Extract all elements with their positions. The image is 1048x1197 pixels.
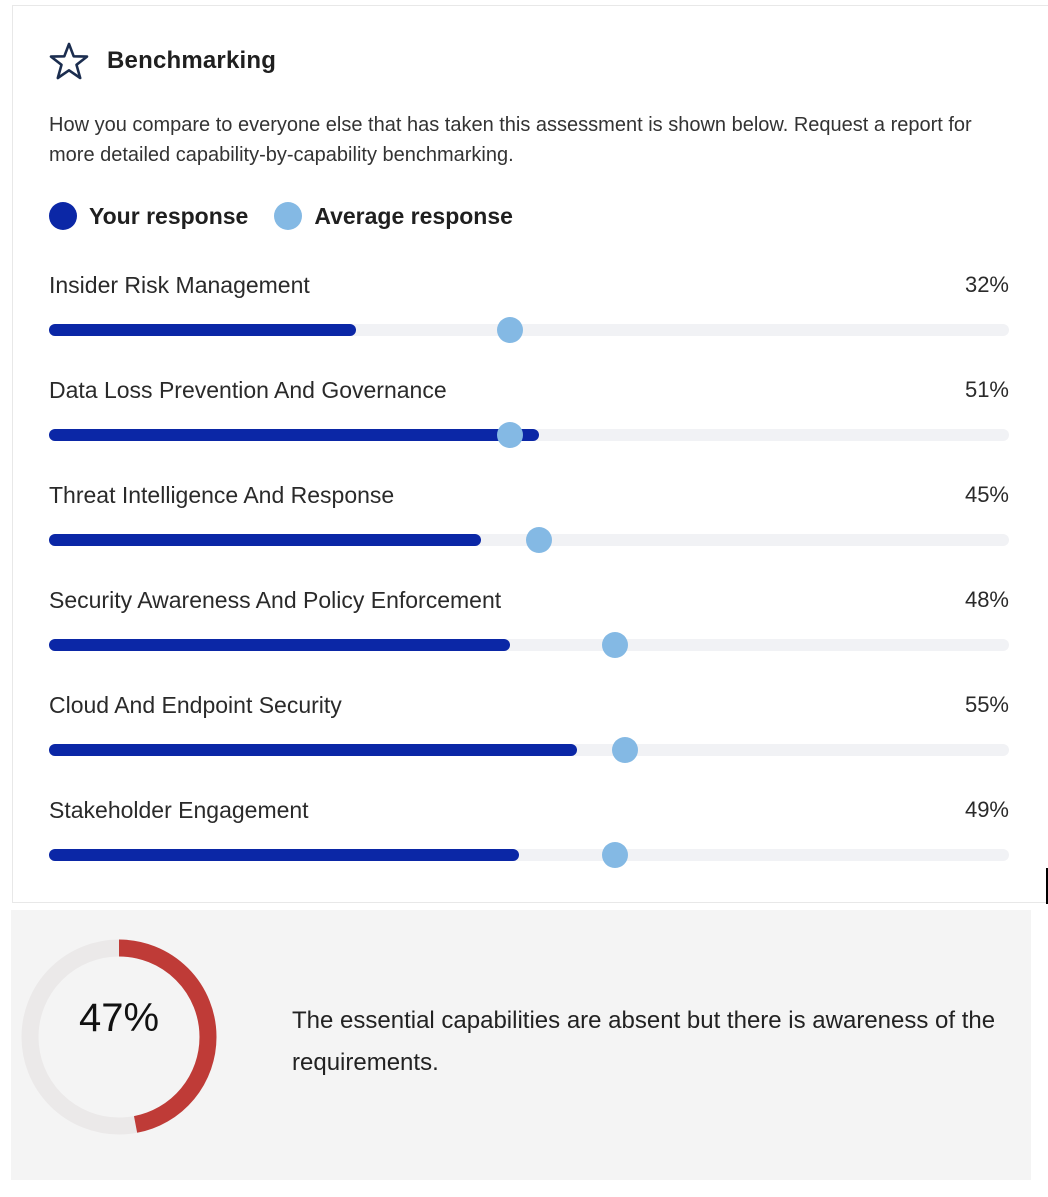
capability-label: Stakeholder Engagement: [49, 797, 309, 823]
capability-row: Data Loss Prevention And Governance 51%: [49, 373, 1009, 478]
your-response-bar: [49, 639, 510, 651]
capability-label: Security Awareness And Policy Enforcemen…: [49, 587, 502, 613]
section-header: Benchmarking: [49, 42, 276, 80]
capability-row: Insider Risk Management 32%: [49, 268, 1009, 373]
progress-track: [49, 527, 1009, 553]
star-icon: [49, 42, 89, 80]
capability-label: Cloud And Endpoint Security: [49, 692, 342, 718]
average-response-dot-icon: [274, 202, 303, 230]
progress-track: [49, 317, 1009, 343]
average-response-marker: [602, 632, 629, 658]
chart-legend: Your response Average response: [49, 202, 539, 230]
overall-score-description: The essential capabilities are absent bu…: [292, 1007, 996, 1076]
legend-average-response: Average response: [274, 202, 513, 230]
capability-label: Insider Risk Management: [49, 272, 310, 298]
capability-row: Security Awareness And Policy Enforcemen…: [49, 583, 1009, 688]
section-description: How you compare to everyone else that ha…: [49, 114, 972, 166]
text-cursor: [1046, 868, 1048, 904]
score-donut-chart: [21, 939, 217, 1135]
capability-value: 51%: [964, 377, 1009, 402]
capability-label: Data Loss Prevention And Governance: [49, 377, 447, 403]
capability-value: 48%: [964, 587, 1009, 612]
your-response-bar: [49, 744, 577, 756]
benchmarking-card: Benchmarking How you compare to everyone…: [12, 5, 1048, 903]
average-response-marker: [496, 317, 523, 343]
capability-row: Cloud And Endpoint Security 55%: [49, 688, 1009, 793]
capability-value: 45%: [964, 482, 1009, 507]
average-response-marker: [496, 422, 523, 448]
legend-your-response: Your response: [49, 202, 248, 230]
your-response-bar: [49, 429, 539, 441]
capability-list: Insider Risk Management 32% Data Loss Pr…: [49, 268, 1009, 898]
capability-value: 32%: [964, 272, 1009, 297]
your-response-dot-icon: [49, 202, 77, 230]
average-response-marker: [612, 737, 638, 763]
your-response-bar: [49, 534, 481, 546]
capability-value: 49%: [964, 797, 1009, 822]
capability-label: Threat Intelligence And Response: [49, 482, 395, 508]
capability-row: Stakeholder Engagement 49%: [49, 793, 1009, 898]
section-title: Benchmarking: [107, 47, 277, 74]
your-response-bar: [49, 849, 520, 861]
progress-track: [49, 842, 1009, 868]
average-response-marker: [525, 527, 552, 553]
your-response-bar: [49, 324, 357, 336]
capability-value: 55%: [964, 692, 1009, 717]
overall-score-panel: 47% The essential capabilities are absen…: [11, 910, 1031, 1180]
capability-row: Threat Intelligence And Response 45%: [49, 478, 1009, 583]
overall-score-value: 47%: [78, 995, 160, 1040]
average-response-marker: [602, 842, 629, 868]
progress-track: [49, 737, 1009, 763]
progress-track: [49, 422, 1009, 448]
progress-track: [49, 632, 1009, 658]
